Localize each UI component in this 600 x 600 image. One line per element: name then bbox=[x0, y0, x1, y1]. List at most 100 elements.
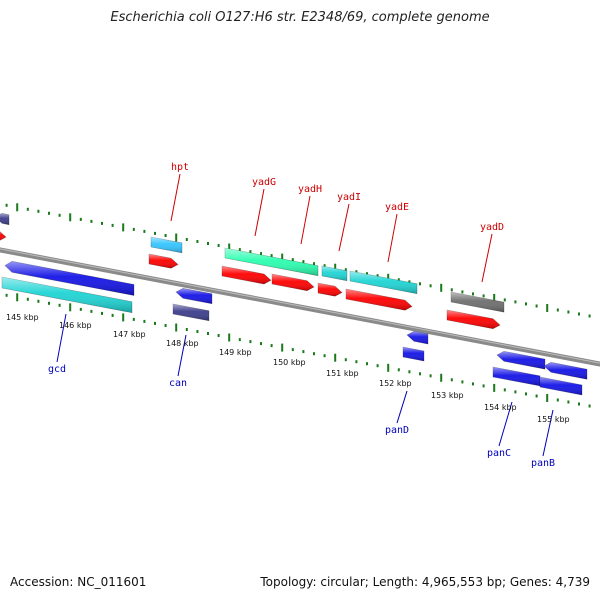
gene-panB-block-shading bbox=[540, 377, 582, 395]
upper-track-minor-tick bbox=[323, 264, 326, 268]
upper-track-minor-tick bbox=[132, 227, 135, 231]
gene-yadD-arrow-shading bbox=[447, 310, 500, 329]
lower-track-major-tick bbox=[16, 293, 19, 302]
scale-label: 151 kbp bbox=[326, 369, 359, 378]
upper-track-major-tick bbox=[281, 253, 284, 262]
gene-features bbox=[0, 212, 588, 396]
gene-yadG-block-shading bbox=[225, 248, 318, 276]
upper-track-major-tick bbox=[175, 233, 178, 242]
topology-label: Topology: circular; Length: 4,965,553 bp… bbox=[260, 575, 590, 589]
upper-track-major-tick bbox=[16, 203, 19, 212]
lower-track-major-tick bbox=[493, 383, 496, 392]
lower-track-minor-tick bbox=[37, 299, 40, 303]
lower-track-minor-tick bbox=[366, 362, 368, 366]
lower-track-minor-tick bbox=[461, 380, 464, 384]
lower-track-minor-tick bbox=[143, 319, 146, 323]
upper-track-minor-tick bbox=[429, 284, 432, 288]
gene-label-panB: panB bbox=[531, 458, 555, 469]
upper-track-minor-tick bbox=[238, 248, 241, 252]
upper-track-minor-tick bbox=[535, 304, 538, 308]
genome-backbone bbox=[0, 247, 600, 367]
lower-track-major-tick bbox=[546, 394, 549, 402]
leader-panB bbox=[542, 409, 554, 457]
lower-track-major-tick bbox=[387, 363, 390, 372]
gene-label-hpt: hpt bbox=[171, 162, 189, 173]
map-title: Escherichia coli O127:H6 str. E2348/69, … bbox=[110, 10, 490, 25]
lower-track-minor-tick bbox=[450, 378, 453, 382]
gene-yadI-arrow-shading bbox=[318, 283, 342, 297]
lower-track-major-tick bbox=[175, 323, 178, 332]
gene-panD-arrow-1-shading bbox=[407, 331, 428, 344]
gene-hpt-partner-block-shading bbox=[151, 237, 182, 253]
upper-track-minor-tick bbox=[556, 308, 559, 312]
scale-label: 145 kbp bbox=[6, 313, 39, 322]
lower-track-minor-tick bbox=[90, 309, 93, 313]
scale-label: 147 kbp bbox=[113, 330, 146, 339]
lower-track-minor-tick bbox=[132, 317, 135, 321]
lower-track-minor-tick bbox=[429, 374, 432, 378]
gene-panD-arrow-2-shading bbox=[403, 347, 424, 361]
gene-yadE-arrow-shading bbox=[346, 289, 412, 311]
upper-track-minor-tick bbox=[291, 258, 294, 262]
gene-yadE-block-shading bbox=[350, 271, 417, 294]
scale-label: 150 kbp bbox=[273, 358, 306, 367]
lower-track-minor-tick bbox=[48, 301, 50, 305]
leader-yadE bbox=[387, 213, 398, 263]
lower-track-minor-tick bbox=[238, 338, 241, 342]
upper-track-minor-tick bbox=[344, 268, 347, 272]
gene-yadD-block-shading bbox=[451, 292, 504, 313]
scale-label: 146 kbp bbox=[59, 321, 92, 330]
upper-track-minor-tick bbox=[111, 223, 114, 227]
lower-track-minor-tick bbox=[185, 328, 188, 331]
upper-track-minor-tick bbox=[185, 238, 188, 241]
lower-track-major-tick bbox=[122, 313, 125, 322]
upper-track-major-tick bbox=[440, 283, 443, 292]
upper-track-minor-tick bbox=[376, 274, 379, 278]
lower-track-major-tick bbox=[281, 343, 284, 352]
leader-yadI bbox=[338, 203, 350, 252]
upper-track-minor-tick bbox=[514, 300, 517, 304]
upper-track-minor-tick bbox=[503, 298, 506, 302]
lower-track-minor-tick bbox=[249, 340, 252, 344]
lower-track-major-tick bbox=[334, 353, 337, 362]
lower-track-minor-tick bbox=[26, 297, 29, 301]
upper-track-minor-tick bbox=[588, 314, 591, 318]
leader-hpt bbox=[170, 173, 181, 222]
lower-track-minor-tick bbox=[323, 354, 326, 358]
lower-track-minor-tick bbox=[58, 303, 61, 307]
upper-track-minor-tick bbox=[196, 240, 199, 243]
lower-track-minor-tick bbox=[397, 368, 400, 372]
scale-label: 154 kbp bbox=[484, 403, 517, 412]
label-leaders bbox=[56, 173, 554, 457]
upper-track-minor-tick bbox=[408, 280, 411, 284]
lower-track-minor-tick bbox=[419, 372, 421, 376]
upper-track-minor-tick bbox=[143, 229, 146, 233]
scale-labels: 145 kbp 146 kbp 147 kbp 148 kbp 149 kbp 150 k… bbox=[6, 313, 570, 424]
scale-label: 148 kbp bbox=[166, 339, 199, 348]
gene-can-arrow-shading bbox=[176, 288, 212, 304]
upper-track-major-tick bbox=[387, 273, 390, 282]
lower-track-minor-tick bbox=[207, 332, 209, 335]
gene-partial-navy-shading bbox=[0, 213, 9, 225]
gene-panB-arrow-shading bbox=[544, 362, 587, 380]
lower-track-minor-tick bbox=[313, 352, 315, 356]
upper-track-minor-tick bbox=[366, 272, 368, 276]
lower-track-minor-tick bbox=[164, 324, 167, 327]
gene-gcd-arrow-shading bbox=[5, 261, 134, 296]
gene-navy-block-shading bbox=[173, 304, 209, 321]
upper-track-minor-tick bbox=[567, 310, 570, 314]
upper-track-minor-tick bbox=[270, 254, 273, 258]
gene-label-panD: panD bbox=[385, 425, 409, 436]
lower-track-minor-tick bbox=[260, 342, 262, 346]
upper-track-minor-tick bbox=[302, 260, 305, 264]
lower-track-minor-tick bbox=[482, 384, 485, 388]
upper-track-minor-tick bbox=[260, 252, 262, 256]
leader-yadH bbox=[300, 195, 311, 245]
upper-track-minor-tick bbox=[397, 278, 400, 282]
upper-track-minor-tick bbox=[249, 250, 252, 254]
upper-track-minor-tick bbox=[419, 282, 421, 286]
upper-track-minor-tick bbox=[164, 234, 167, 237]
lower-track-minor-tick bbox=[291, 348, 294, 352]
gene-partial-red-shading bbox=[0, 231, 6, 241]
upper-track-minor-tick bbox=[217, 244, 220, 247]
